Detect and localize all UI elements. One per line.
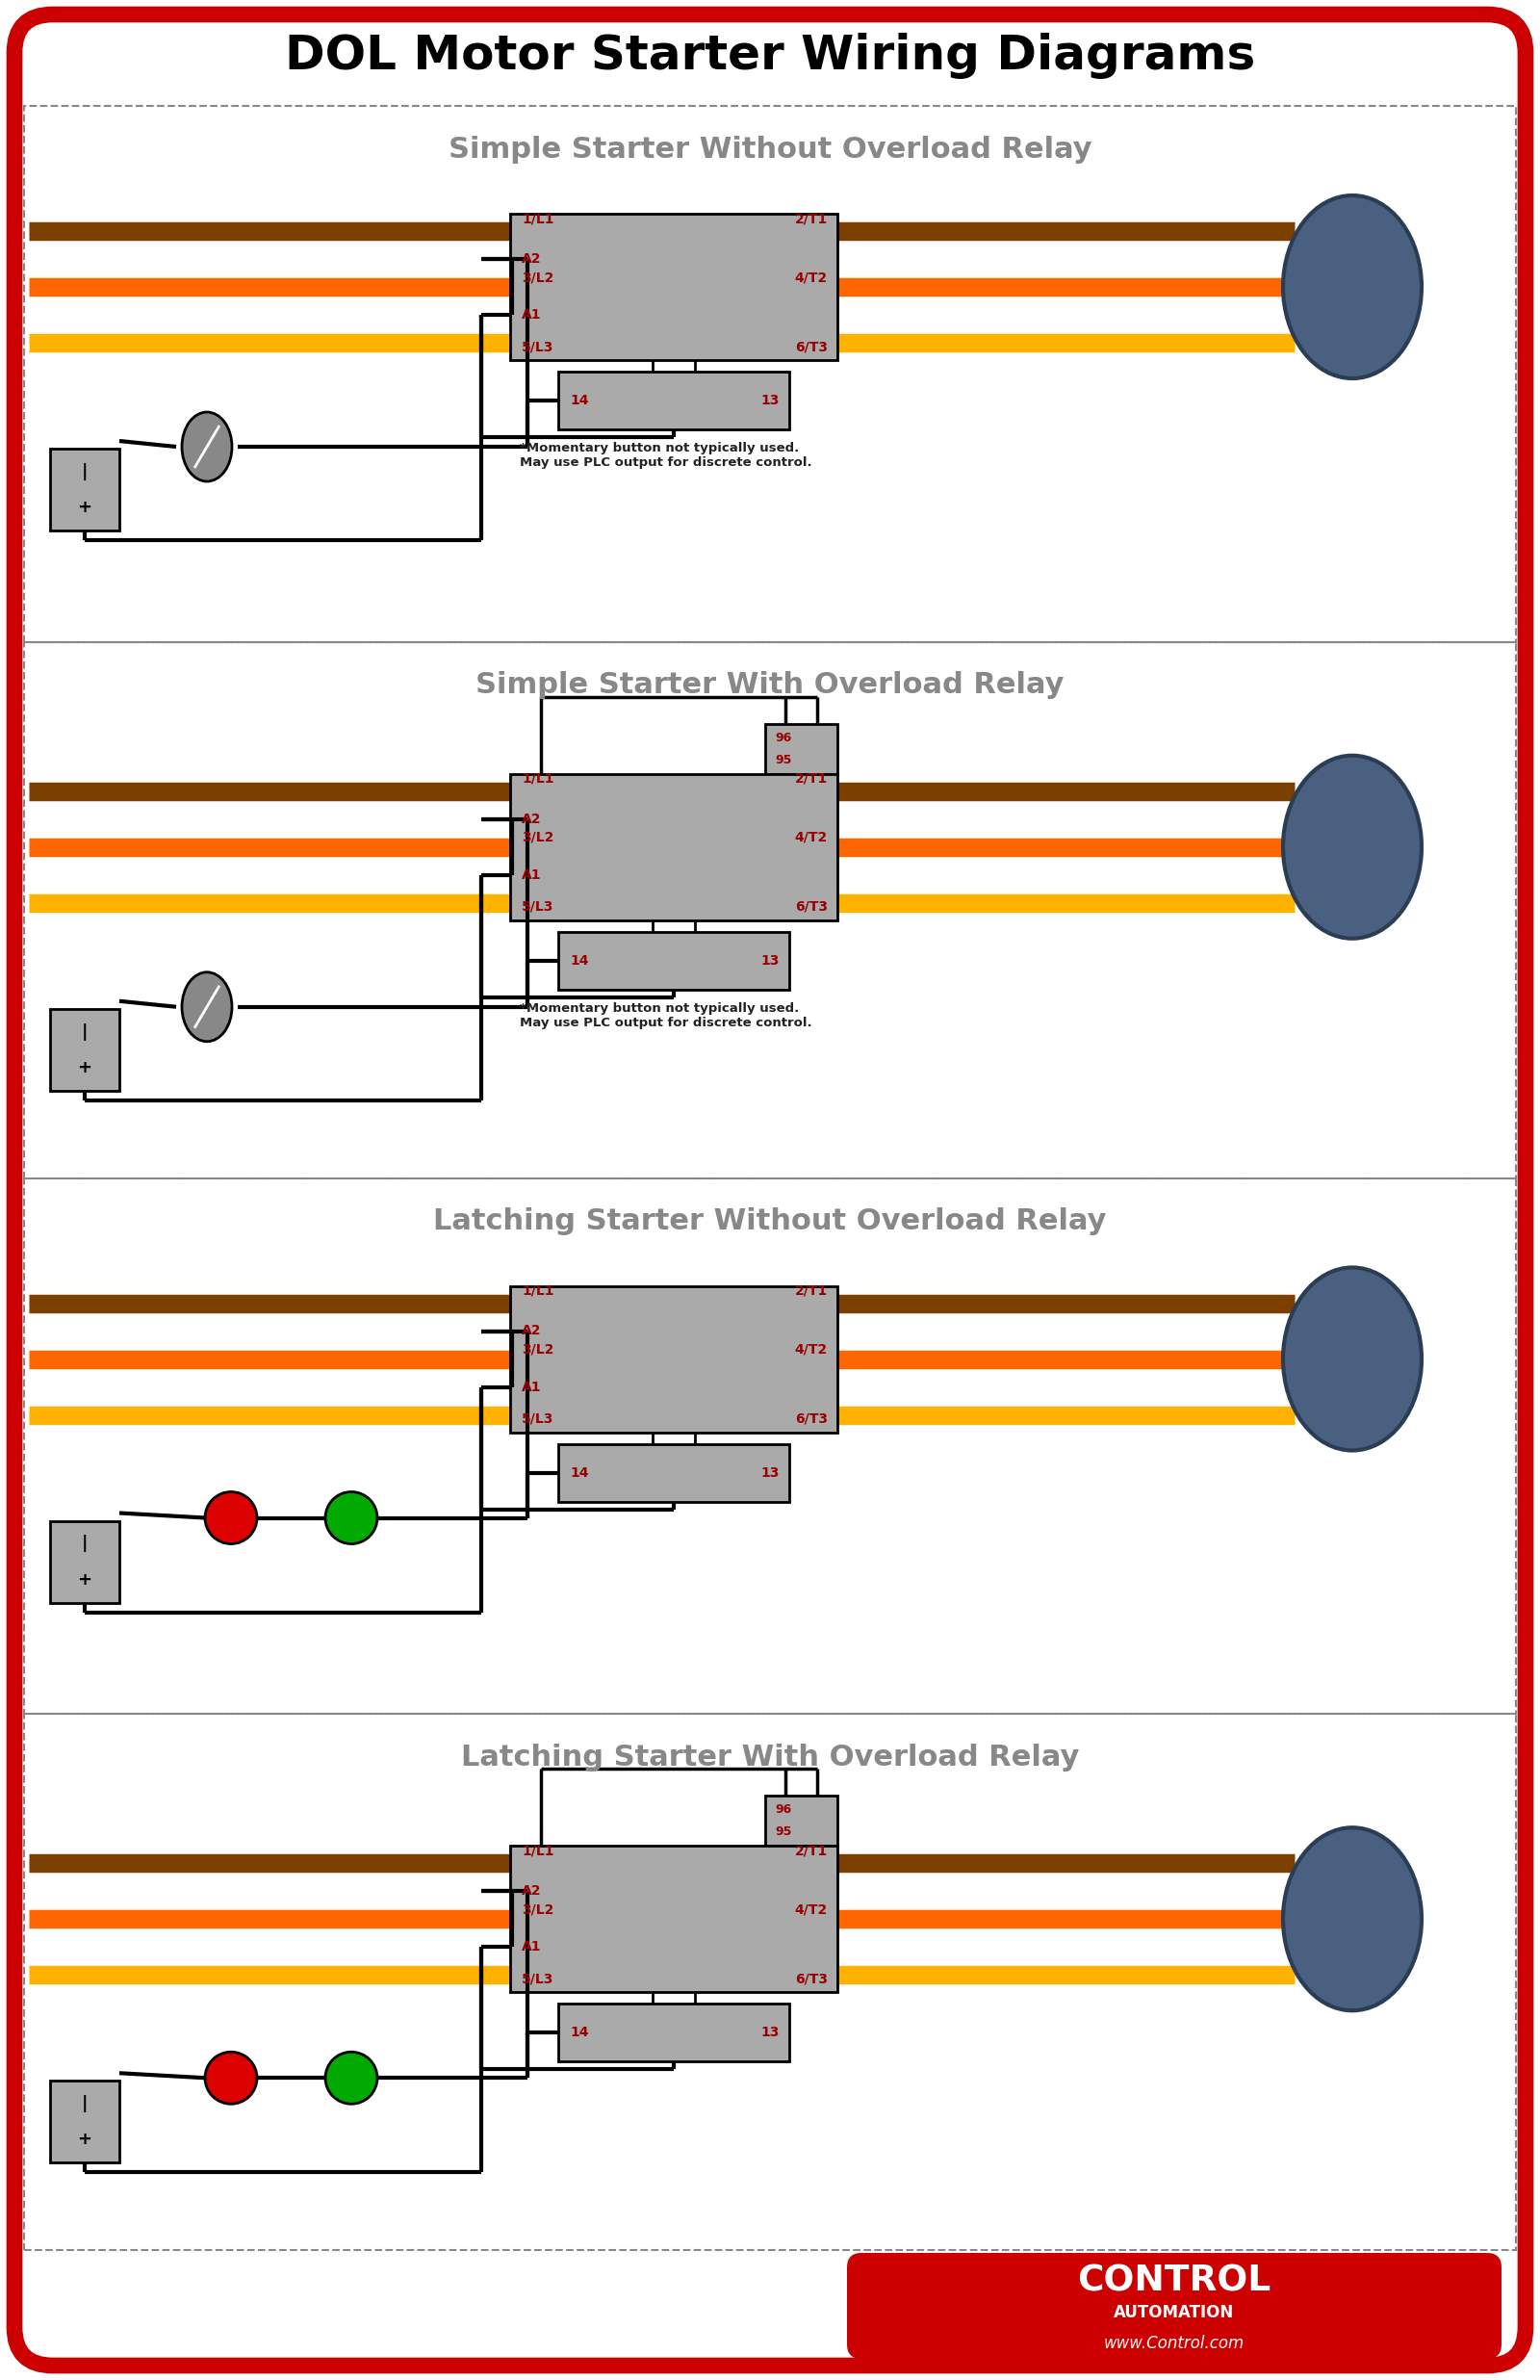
Text: 5/L3: 5/L3 <box>522 1973 554 1985</box>
Text: Latching Starter With Overload Relay: Latching Starter With Overload Relay <box>460 1745 1080 1771</box>
Bar <box>557 371 788 428</box>
Text: |: | <box>82 462 88 481</box>
Text: Simple Starter Without Overload Relay: Simple Starter Without Overload Relay <box>448 136 1092 164</box>
Bar <box>49 1009 120 1090</box>
Text: |: | <box>82 2094 88 2113</box>
Ellipse shape <box>182 971 233 1042</box>
Bar <box>49 2080 120 2163</box>
Text: 6/T3: 6/T3 <box>795 1973 829 1985</box>
Text: 96: 96 <box>775 1804 792 1816</box>
Text: *Momentary button not typically used.
May use PLC output for discrete control.: *Momentary button not typically used. Ma… <box>521 1002 812 1028</box>
Circle shape <box>205 2052 257 2104</box>
FancyBboxPatch shape <box>14 14 1526 2366</box>
Text: www.Control.com: www.Control.com <box>1104 2335 1244 2351</box>
Bar <box>765 724 838 774</box>
Bar <box>557 931 788 990</box>
Circle shape <box>325 2052 377 2104</box>
FancyBboxPatch shape <box>847 2254 1502 2359</box>
Text: 14: 14 <box>570 2025 588 2040</box>
Text: +: + <box>77 1571 92 1587</box>
Ellipse shape <box>1283 195 1421 378</box>
Text: +: + <box>77 500 92 516</box>
Bar <box>25 105 1515 643</box>
Text: 14: 14 <box>570 954 588 966</box>
Text: 1/L1: 1/L1 <box>522 771 554 785</box>
Text: 3/L2: 3/L2 <box>522 831 554 845</box>
Text: 4/T2: 4/T2 <box>795 271 829 283</box>
Text: A1: A1 <box>522 307 542 321</box>
Ellipse shape <box>182 412 233 481</box>
Text: +: + <box>77 2130 92 2149</box>
Text: Simple Starter With Overload Relay: Simple Starter With Overload Relay <box>476 671 1064 700</box>
Text: |: | <box>82 1535 88 1552</box>
Text: 4/T2: 4/T2 <box>795 1902 829 1916</box>
Text: 4/T2: 4/T2 <box>795 831 829 845</box>
Bar <box>49 450 120 531</box>
Text: 13: 13 <box>761 393 779 407</box>
Bar <box>49 1521 120 1602</box>
Text: A2: A2 <box>522 1885 542 1897</box>
Text: CONTROL: CONTROL <box>1078 2263 1270 2299</box>
Text: 5/L3: 5/L3 <box>522 1411 554 1426</box>
Bar <box>557 2004 788 2061</box>
Text: 1/L1: 1/L1 <box>522 1844 554 1856</box>
Text: A1: A1 <box>522 1380 542 1395</box>
Text: 5/L3: 5/L3 <box>522 900 554 914</box>
Text: *Momentary button not typically used.
May use PLC output for discrete control.: *Momentary button not typically used. Ma… <box>521 443 812 469</box>
Text: Latching Starter Without Overload Relay: Latching Starter Without Overload Relay <box>433 1207 1107 1235</box>
Text: 3/L2: 3/L2 <box>522 271 554 283</box>
Text: 6/T3: 6/T3 <box>795 900 829 914</box>
Text: A2: A2 <box>522 252 542 267</box>
Bar <box>765 1797 838 1847</box>
Text: 6/T3: 6/T3 <box>795 340 829 352</box>
Text: 4/T2: 4/T2 <box>795 1342 829 1357</box>
Text: +: + <box>77 1059 92 1076</box>
Bar <box>25 643 1515 1178</box>
Text: 1/L1: 1/L1 <box>522 212 554 226</box>
Ellipse shape <box>1283 1269 1421 1449</box>
Text: 95: 95 <box>775 1825 792 1837</box>
Text: 5/L3: 5/L3 <box>522 340 554 352</box>
Text: 95: 95 <box>775 754 792 766</box>
Text: 3/L2: 3/L2 <box>522 1342 554 1357</box>
Text: 2/T1: 2/T1 <box>795 212 829 226</box>
Text: A2: A2 <box>522 1323 542 1338</box>
Text: 6/T3: 6/T3 <box>795 1411 829 1426</box>
Text: 96: 96 <box>775 731 792 745</box>
Bar <box>510 774 838 921</box>
Text: 2/T1: 2/T1 <box>795 1283 829 1297</box>
Text: A1: A1 <box>522 869 542 881</box>
Ellipse shape <box>1283 1828 1421 2011</box>
Circle shape <box>205 1492 257 1545</box>
Bar <box>510 214 838 359</box>
Text: 13: 13 <box>761 2025 779 2040</box>
Circle shape <box>325 1492 377 1545</box>
Bar <box>25 1714 1515 2249</box>
Text: A1: A1 <box>522 1940 542 1954</box>
Text: |: | <box>82 1023 88 1040</box>
Text: 1/L1: 1/L1 <box>522 1283 554 1297</box>
Text: 2/T1: 2/T1 <box>795 771 829 785</box>
Text: 13: 13 <box>761 1466 779 1480</box>
Text: 14: 14 <box>570 1466 588 1480</box>
Bar <box>510 1847 838 1992</box>
Ellipse shape <box>1283 754 1421 938</box>
Bar <box>510 1285 838 1433</box>
Bar <box>557 1445 788 1502</box>
Text: 13: 13 <box>761 954 779 966</box>
Text: 14: 14 <box>570 393 588 407</box>
Bar <box>25 1178 1515 1714</box>
Text: DOL Motor Starter Wiring Diagrams: DOL Motor Starter Wiring Diagrams <box>285 33 1255 79</box>
Text: 2/T1: 2/T1 <box>795 1844 829 1856</box>
Text: AUTOMATION: AUTOMATION <box>1113 2304 1235 2320</box>
Text: 3/L2: 3/L2 <box>522 1902 554 1916</box>
Text: A2: A2 <box>522 812 542 826</box>
